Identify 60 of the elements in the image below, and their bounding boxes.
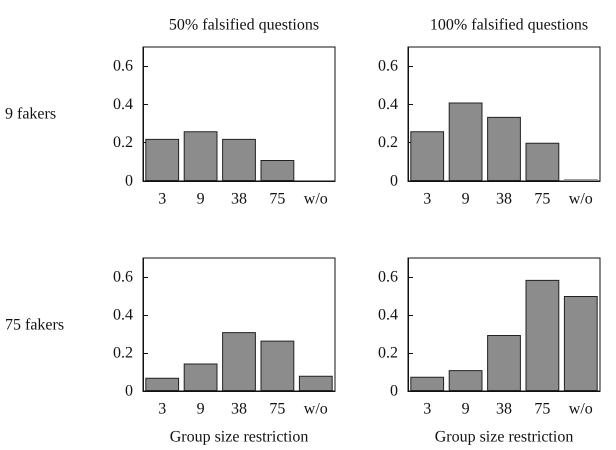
x-tick-label: 38 [231,190,247,208]
y-tick-label: 0.4 [113,306,133,324]
bar [526,280,560,391]
y-tick-label: 0.6 [113,268,133,286]
x-tick-label: w/o [568,190,593,208]
x-tick-label: w/o [304,400,328,418]
x-tick-label: 75 [534,400,550,418]
y-tick-label: 0.6 [378,268,398,286]
bar [487,116,521,181]
y-tick-label: 0.2 [378,344,398,362]
x-tick-label: 75 [269,190,286,208]
x-tick-label: 9 [462,400,470,418]
bar [222,138,256,181]
bar [410,131,444,181]
y-tick-label: 0.6 [378,58,398,75]
y-tick-label: 0 [390,382,398,400]
bar [145,138,180,181]
bar [260,340,294,391]
chart-title: 50% falsified questions [168,16,320,34]
y-tick-label: 0.2 [113,344,133,362]
x-tick-label: 38 [496,400,512,418]
bar [564,296,598,391]
bar [260,160,294,181]
y-tick-label: 0.4 [378,306,398,324]
bar [298,376,333,391]
x-tick-label: 38 [231,400,247,418]
x-tick-label: 3 [423,190,432,208]
bar [222,332,256,391]
y-axis-title: 9 fakers [5,106,56,122]
bar [184,131,218,181]
y-tick-label: 0.4 [378,96,398,113]
x-tick-label: 3 [423,400,432,418]
y-axis-title: 75 fakers [5,316,64,334]
x-tick-label: w/o [304,190,328,208]
x-axis-title: Group size restriction [170,428,308,446]
bar [526,142,560,181]
y-tick-label: 0 [390,172,398,190]
x-tick-label: 75 [534,190,550,208]
y-tick-label: 0 [125,382,133,400]
bar [487,334,521,391]
x-tick-label: 3 [158,190,166,208]
y-tick-label: 0 [125,172,133,190]
x-tick-label: 9 [462,190,470,208]
bar [448,102,482,181]
x-axis-title: Group size restriction [434,428,574,446]
bar [145,378,180,391]
x-tick-label: 75 [269,400,286,418]
x-tick-label: 38 [496,190,512,208]
x-tick-label: 9 [196,400,205,418]
bar [184,363,218,391]
chart-title: 100% falsified questions [430,16,588,34]
y-tick-label: 0.4 [113,96,133,113]
y-tick-label: 0.2 [378,134,398,152]
x-tick-label: w/o [568,400,593,418]
y-tick-label: 0.2 [113,134,133,152]
bar [448,370,482,391]
y-tick-label: 0.6 [113,58,133,75]
bar [410,376,444,391]
x-tick-label: 3 [158,400,166,418]
x-tick-label: 9 [196,190,205,208]
